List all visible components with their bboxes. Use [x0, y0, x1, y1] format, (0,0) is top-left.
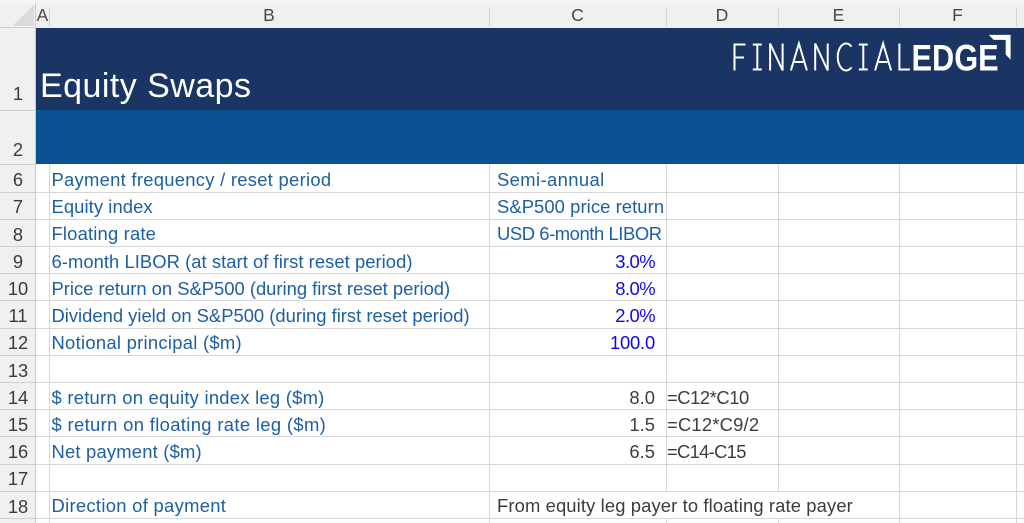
svg-text:EDGE: EDGE [912, 38, 999, 80]
